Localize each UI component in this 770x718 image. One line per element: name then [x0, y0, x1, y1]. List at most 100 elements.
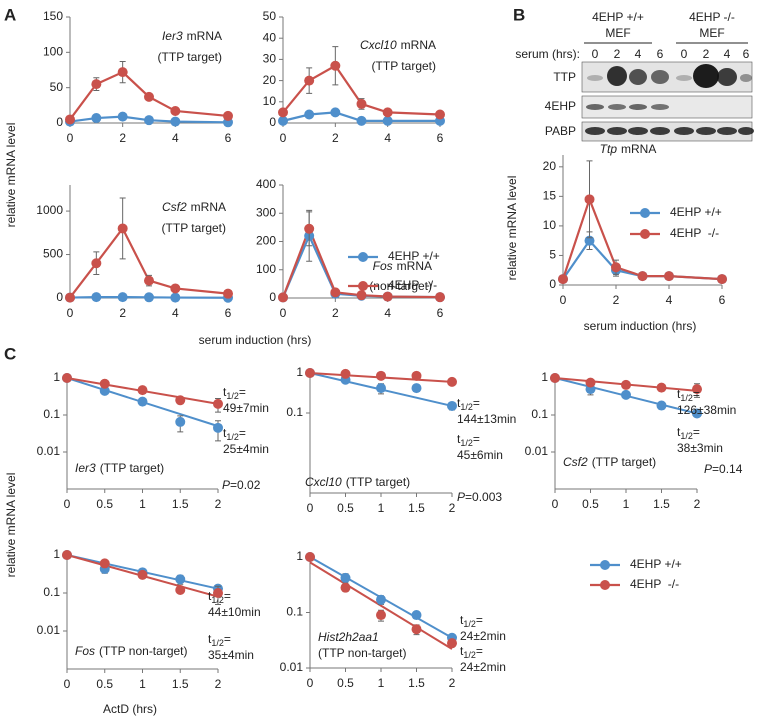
half-life-equals: =	[476, 613, 483, 627]
chart-subtitle: (TTP target)	[162, 221, 226, 235]
x-tick-label: 6	[719, 293, 726, 307]
lane-label: 2	[703, 47, 710, 61]
chart: 0 10 20 30 40 50 0 2 4 6 Cxcl10 mRNA (TTP target)	[263, 9, 445, 145]
data-point	[621, 379, 631, 390]
p-value: P=0.003	[457, 490, 502, 504]
panel-label: A	[4, 5, 16, 24]
data-point	[278, 292, 288, 303]
data-point	[62, 550, 72, 560]
data-point	[223, 288, 233, 299]
data-point	[447, 400, 457, 411]
y-tick-label: 0	[269, 115, 276, 129]
data-point	[65, 114, 75, 125]
gene-name: Hist2h2aa1	[318, 630, 379, 644]
half-life-value: 144±13min	[457, 412, 516, 426]
chart-title: Hist2h2aa1	[318, 630, 379, 644]
half-life-subscript: 1/2	[463, 650, 476, 660]
data-point	[117, 223, 128, 234]
half-life-subscript: 1/2	[680, 431, 693, 441]
legend-label: 4EHP +/+	[630, 557, 682, 571]
half-life-label: t1/2=	[223, 426, 246, 442]
x-tick-label: 6	[437, 306, 444, 320]
x-tick-label: 6	[437, 131, 444, 145]
x-tick-label: 6	[225, 306, 232, 320]
x-tick-label: 2	[215, 677, 222, 691]
y-tick-label: 0.1	[286, 605, 303, 619]
half-life-label: t1/2=	[208, 632, 231, 648]
x-tick-label: 2	[119, 131, 126, 145]
x-tick-label: 0	[67, 306, 74, 320]
data-point	[304, 109, 315, 120]
chart-subtitle: (TTP target)	[372, 59, 436, 73]
half-life-symbol: t	[208, 632, 212, 646]
lane-label: 4	[724, 47, 731, 61]
data-point	[213, 398, 223, 409]
data-point	[305, 368, 315, 378]
y-tick-label: 0	[269, 290, 276, 304]
legend-marker	[600, 580, 610, 590]
chart-title: Ier3 mRNA	[162, 29, 222, 43]
x-axis-label: serum induction (hrs)	[199, 333, 312, 347]
p-text: =0.003	[465, 490, 502, 504]
half-life-label: t1/2=	[460, 644, 483, 660]
data-point	[656, 382, 667, 393]
data-point	[340, 582, 351, 593]
half-life-equals: =	[224, 632, 231, 646]
data-point	[376, 383, 386, 394]
data-point	[99, 385, 110, 396]
x-tick-label: 1.5	[172, 497, 189, 511]
legend-marker	[640, 208, 650, 218]
x-tick-label: 4	[384, 131, 391, 145]
half-life-symbol: t	[677, 425, 681, 439]
x-tick-label: 1	[623, 497, 630, 511]
x-tick-label: 6	[225, 131, 232, 145]
x-tick-label: 2	[332, 131, 339, 145]
half-life-subscript: 1/2	[460, 438, 473, 448]
y-tick-label: 1	[541, 370, 548, 384]
x-axis-label: serum induction (hrs)	[584, 319, 697, 333]
lane-label: 0	[681, 47, 688, 61]
x-tick-label: 2	[449, 501, 456, 515]
half-life-subscript: 1/2	[680, 393, 693, 403]
blot-bands	[585, 64, 754, 135]
half-life-equals: =	[224, 589, 231, 603]
data-point	[91, 292, 102, 303]
data-point	[99, 558, 110, 569]
chart-subtitle: (TTP target)	[158, 50, 222, 64]
x-tick-label: 2	[449, 676, 456, 690]
half-life-subscript: 1/2	[226, 391, 239, 401]
x-tick-label: 2	[332, 306, 339, 320]
half-life-symbol: t	[460, 613, 464, 627]
p-symbol: P	[704, 462, 712, 476]
x-tick-label: 0	[307, 501, 314, 515]
y-tick-label: 0	[549, 277, 556, 291]
gene-name: Cxcl10	[305, 475, 342, 489]
gene-name: Ttp	[600, 142, 618, 156]
western-blot: 4EHP +/+ MEF 4EHP -/- MEF serum (hrs): 0…	[515, 10, 754, 142]
x-tick-label: 2	[694, 497, 701, 511]
y-tick-label: 5	[549, 248, 556, 262]
data-point	[137, 569, 148, 580]
y-axis-label: relative mRNA level	[4, 123, 18, 228]
data-point	[656, 400, 667, 411]
chart-title: Ier3 (TTP target)	[75, 461, 164, 475]
gene-name: Cxcl10	[360, 38, 397, 52]
x-tick-label: 2	[119, 306, 126, 320]
chart-subtitle: (TTP non-target)	[99, 644, 187, 658]
title-suffix: mRNA	[621, 142, 656, 156]
x-tick-label: 0	[280, 131, 287, 145]
p-symbol: P	[457, 490, 465, 504]
y-tick-label: 150	[43, 9, 63, 23]
data-point	[117, 292, 128, 303]
chart-title: Ttp mRNA	[600, 142, 657, 156]
data-point	[91, 79, 102, 90]
data-point	[117, 111, 128, 122]
chart-title: Cxcl10 mRNA	[360, 38, 436, 52]
y-tick-label: 1	[296, 549, 303, 563]
half-life-equals: =	[473, 432, 480, 446]
p-value: P=0.02	[222, 478, 261, 492]
legend-label: 4EHP -/-	[630, 577, 679, 591]
chart: 0 500 1000 0 2 4 6 Csf2 mRNA (TTP target)	[36, 185, 233, 320]
